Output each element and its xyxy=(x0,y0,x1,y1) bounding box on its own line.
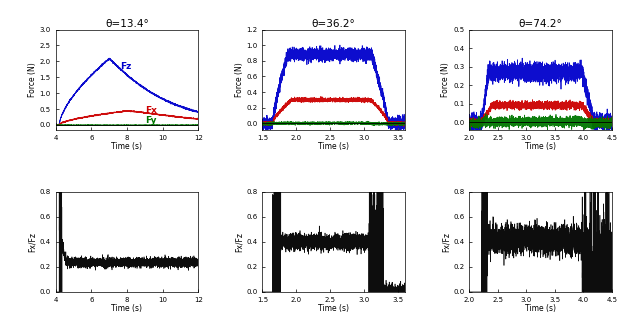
X-axis label: Time (s): Time (s) xyxy=(318,304,349,313)
Text: Fx: Fx xyxy=(145,106,156,115)
X-axis label: Time (s): Time (s) xyxy=(111,142,142,151)
Y-axis label: Force (N): Force (N) xyxy=(28,62,36,97)
Y-axis label: Fx/Fz: Fx/Fz xyxy=(28,232,36,252)
Text: Fz: Fz xyxy=(120,62,131,71)
Y-axis label: Force (N): Force (N) xyxy=(234,62,243,97)
Title: θ=36.2°: θ=36.2° xyxy=(312,19,355,29)
X-axis label: Time (s): Time (s) xyxy=(525,142,556,151)
Y-axis label: Force (N): Force (N) xyxy=(441,62,451,97)
Text: Fy: Fy xyxy=(145,116,156,125)
Y-axis label: Fx/Fz: Fx/Fz xyxy=(441,232,451,252)
Title: θ=13.4°: θ=13.4° xyxy=(105,19,149,29)
X-axis label: Time (s): Time (s) xyxy=(111,304,142,313)
X-axis label: Time (s): Time (s) xyxy=(318,142,349,151)
Title: θ=74.2°: θ=74.2° xyxy=(519,19,562,29)
Y-axis label: Fx/Fz: Fx/Fz xyxy=(234,232,243,252)
X-axis label: Time (s): Time (s) xyxy=(525,304,556,313)
